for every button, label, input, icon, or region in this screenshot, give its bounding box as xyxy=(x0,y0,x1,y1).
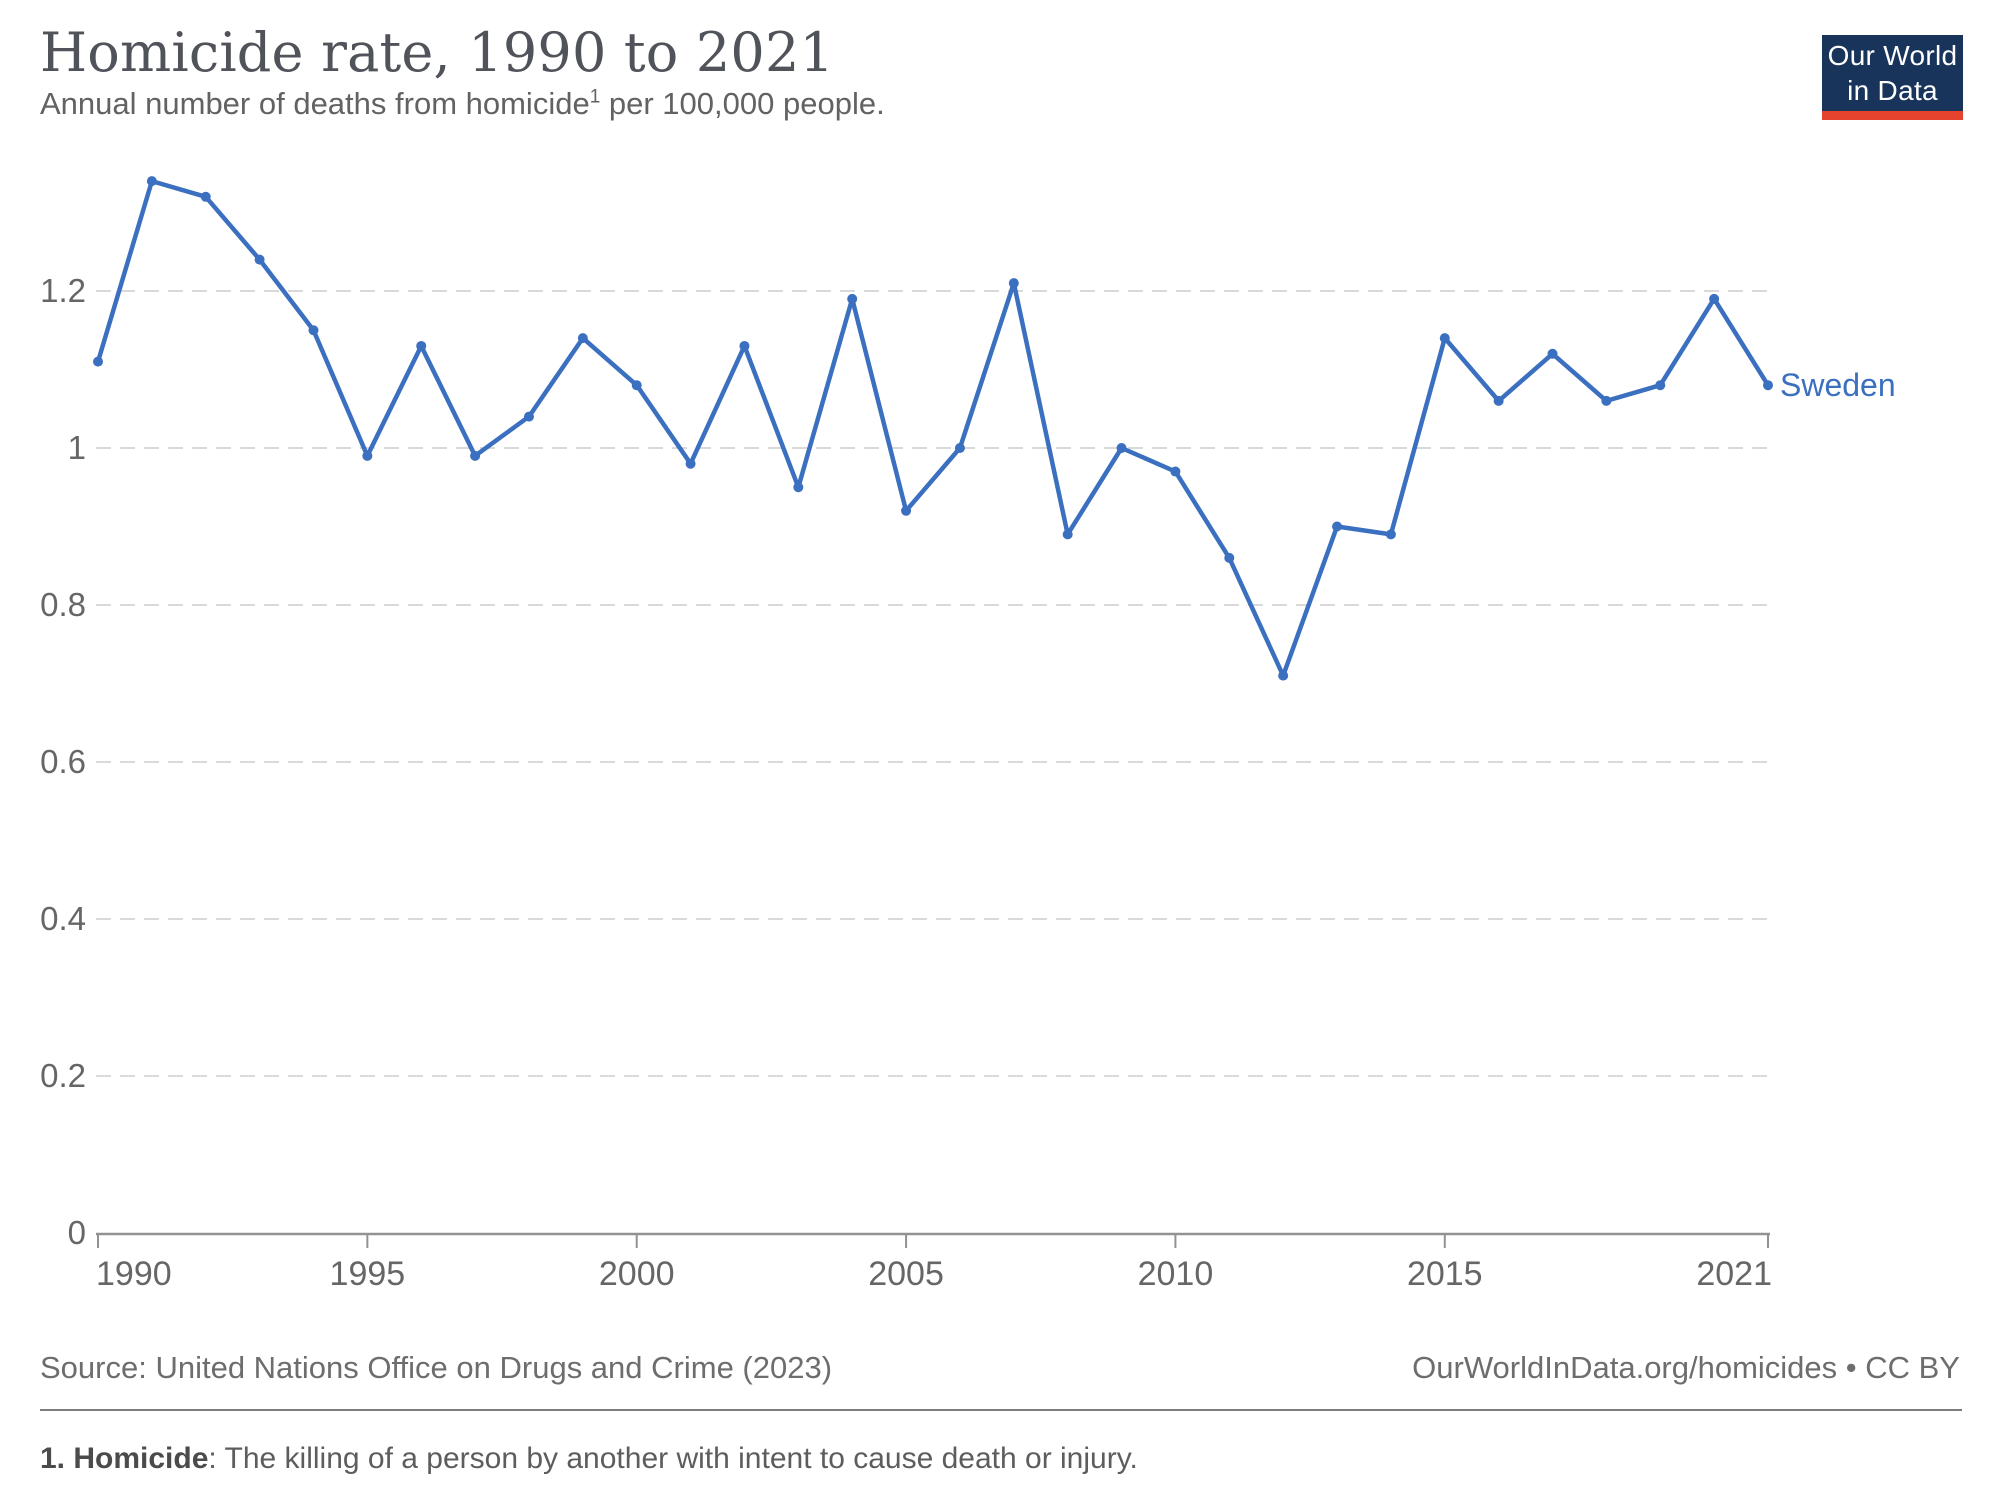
data-point[interactable] xyxy=(254,254,265,265)
series-label: Sweden xyxy=(1780,367,1896,403)
data-point[interactable] xyxy=(308,325,319,336)
data-point[interactable] xyxy=(1116,443,1127,453)
data-point[interactable] xyxy=(1547,348,1558,359)
data-point[interactable] xyxy=(200,191,211,202)
data-point[interactable] xyxy=(577,333,588,344)
data-point[interactable] xyxy=(1278,670,1289,681)
data-point[interactable] xyxy=(793,482,804,493)
data-point[interactable] xyxy=(1601,395,1612,406)
data-point[interactable] xyxy=(1385,529,1396,540)
y-tick-label: 0.8 xyxy=(40,586,86,623)
owid-logo-red-bar xyxy=(1822,111,1963,120)
data-point[interactable] xyxy=(470,450,481,461)
data-point[interactable] xyxy=(416,340,427,351)
footer-source-row: Source: United Nations Office on Drugs a… xyxy=(40,1350,1960,1386)
x-tick-label: 2005 xyxy=(868,1255,944,1293)
data-point[interactable] xyxy=(93,356,103,367)
owid-logo-line2: in Data xyxy=(1847,75,1938,106)
footnote-definition: : The killing of a person by another wit… xyxy=(208,1442,1138,1475)
data-point[interactable] xyxy=(739,340,750,351)
data-point[interactable] xyxy=(1493,395,1504,406)
owid-link[interactable]: OurWorldInData.org/homicides • CC BY xyxy=(1412,1350,1960,1385)
data-point[interactable] xyxy=(1224,552,1235,563)
data-point[interactable] xyxy=(954,443,965,453)
x-tick-label: 2000 xyxy=(599,1255,675,1293)
data-point[interactable] xyxy=(1008,278,1019,289)
owid-logo[interactable]: Our World in Data xyxy=(1822,35,1963,120)
data-point[interactable] xyxy=(1439,333,1450,344)
subtitle-text-suffix: per 100,000 people. xyxy=(600,86,885,121)
footer-divider xyxy=(40,1409,1962,1411)
source-text: Source: United Nations Office on Drugs a… xyxy=(40,1350,833,1385)
y-tick-label: 1.2 xyxy=(40,272,86,309)
y-tick-label: 0.4 xyxy=(40,900,86,937)
data-point[interactable] xyxy=(362,450,373,461)
data-point[interactable] xyxy=(901,505,912,516)
data-point[interactable] xyxy=(1709,293,1720,304)
x-tick-label: 2015 xyxy=(1407,1255,1483,1293)
y-tick-label: 0.2 xyxy=(40,1057,86,1094)
data-point[interactable] xyxy=(146,176,157,187)
data-point[interactable] xyxy=(847,293,858,304)
trend-line[interactable] xyxy=(95,178,1771,678)
subtitle-text: Annual number of deaths from homicide xyxy=(40,86,590,121)
data-point[interactable] xyxy=(685,458,696,469)
data-point[interactable] xyxy=(631,380,642,391)
owid-logo-navy-box: Our World in Data xyxy=(1822,35,1963,111)
data-point[interactable] xyxy=(1763,380,1773,391)
chart-title: Homicide rate, 1990 to 2021 xyxy=(40,21,835,84)
x-tick-label: 2010 xyxy=(1138,1255,1214,1293)
footnote-reference-marker[interactable]: 1 xyxy=(589,86,601,108)
x-tick-label: 1990 xyxy=(96,1255,172,1293)
y-tick-label: 0.6 xyxy=(40,743,86,780)
owid-logo-line1: Our World xyxy=(1827,40,1958,71)
data-point[interactable] xyxy=(1655,380,1666,391)
data-point[interactable] xyxy=(1170,466,1181,477)
data-point[interactable] xyxy=(1062,529,1073,540)
x-tick-label: 2021 xyxy=(1696,1255,1772,1293)
data-point[interactable] xyxy=(1332,521,1343,532)
footnote: 1. Homicide: The killing of a person by … xyxy=(40,1442,1138,1476)
y-tick-label: 0 xyxy=(68,1214,86,1251)
footnote-term: 1. Homicide xyxy=(40,1442,209,1475)
y-tick-label: 1 xyxy=(68,429,86,466)
x-tick-label: 1995 xyxy=(330,1255,406,1293)
data-point[interactable] xyxy=(523,411,534,422)
chart-subtitle: Annual number of deaths from homicide1 p… xyxy=(40,86,885,122)
